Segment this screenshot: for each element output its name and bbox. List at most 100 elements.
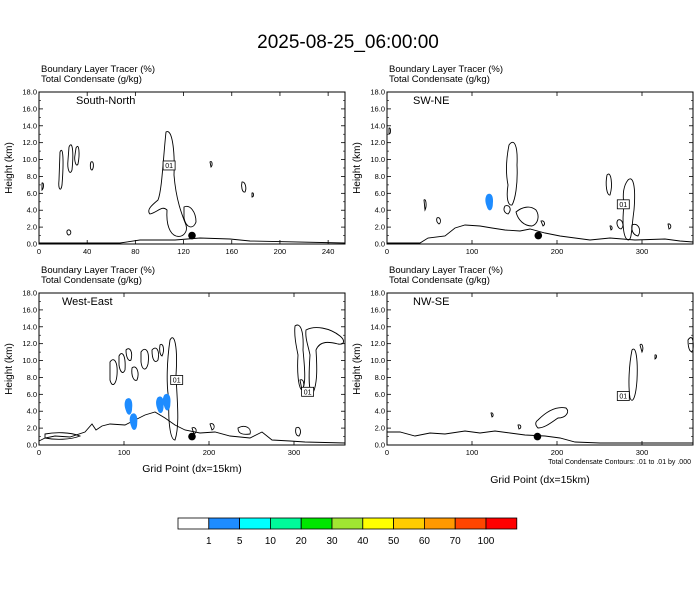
colorbar-swatch xyxy=(239,517,271,530)
colorbar-swatch xyxy=(300,517,333,530)
y-tick-label: 4.0 xyxy=(27,407,37,416)
y-tick-label: 16.0 xyxy=(370,104,385,113)
y-tick-label: 2.0 xyxy=(27,424,37,433)
condensate-contour xyxy=(628,348,638,401)
y-tick-label: 0.0 xyxy=(375,240,385,249)
contour-label-text: 01 xyxy=(165,163,173,170)
y-tick-label: 0.0 xyxy=(375,441,385,450)
x-tick-label: 100 xyxy=(466,247,479,256)
x-tick-label: 240 xyxy=(322,247,335,256)
contour-label: 01 xyxy=(162,160,176,171)
y-tick-label: 10.0 xyxy=(22,155,37,164)
condensate-contour xyxy=(251,192,254,198)
colorbar-swatch xyxy=(423,517,456,530)
x-tick-label: 300 xyxy=(636,448,649,457)
tracer-blob xyxy=(124,398,133,415)
x-tick-label: 100 xyxy=(118,448,131,457)
contour-lines xyxy=(387,337,694,444)
plot-frame xyxy=(386,292,694,446)
contour-label-text: 01 xyxy=(173,377,181,384)
condensate-contour xyxy=(687,337,694,352)
condensate-contour xyxy=(166,337,179,441)
condensate-contour xyxy=(183,205,197,228)
x-tick-label: 0 xyxy=(37,247,41,256)
condensate-contour xyxy=(631,223,641,237)
panel-header-tracer: Boundary Layer Tracer (%) xyxy=(389,64,503,75)
condensate-contour xyxy=(515,206,539,227)
colorbar-label: 1 xyxy=(206,536,212,547)
panel-label: West-East xyxy=(62,296,113,308)
contour-lines xyxy=(387,127,694,244)
y-tick-label: 6.0 xyxy=(375,390,385,399)
contour-label-box xyxy=(616,199,630,210)
condensate-contour xyxy=(125,348,133,361)
panel-label: South-North xyxy=(76,95,135,107)
y-tick-label: 8.0 xyxy=(375,172,385,181)
figure-title: 2025-08-25_06:00:00 xyxy=(257,32,439,53)
condensate-contour xyxy=(388,127,391,135)
y-tick-label: 2.0 xyxy=(375,223,385,232)
axes: 0.0 2.0 4.0 6.0 8.0 10.0 12.0 14.0 16.0 18.0 0 100 2… xyxy=(370,289,694,457)
condensate-contour xyxy=(148,131,187,237)
y-tick-label: 6.0 xyxy=(27,390,37,399)
colorbar-label: 50 xyxy=(388,536,400,547)
condensate-contour xyxy=(639,343,644,354)
location-marker xyxy=(533,432,542,441)
y-tick-label: 14.0 xyxy=(22,322,37,331)
x-tick-label: 40 xyxy=(83,247,91,256)
tracer-blob xyxy=(485,193,494,211)
panel-label: SW-NE xyxy=(413,95,449,107)
colorbar-label: 30 xyxy=(326,536,338,547)
contour-label-text: 01 xyxy=(304,389,312,396)
condensate-contour xyxy=(540,220,545,227)
condensate-contour xyxy=(295,426,301,437)
x-tick-label: 200 xyxy=(551,247,564,256)
y-tick-label: 18.0 xyxy=(370,289,385,298)
colorbar-label: 5 xyxy=(237,536,243,547)
condensate-contour xyxy=(140,348,149,370)
condensate-contour xyxy=(436,217,441,225)
y-axis-label: Height (km) xyxy=(4,343,15,395)
location-marker xyxy=(534,231,543,240)
y-tick-label: 12.0 xyxy=(370,138,385,147)
axes: 0.0 2.0 4.0 6.0 8.0 10.0 12.0 14.0 16.0 18.0 0 100 2… xyxy=(22,289,346,457)
colorbar-label: 20 xyxy=(296,536,308,547)
contour-label: 01 01 xyxy=(170,375,315,397)
colorbar-swatch xyxy=(208,517,241,530)
condensate-contour xyxy=(131,366,139,381)
x-axis-label: Grid Point (dx=15km) xyxy=(142,463,242,475)
condensate-contour xyxy=(151,347,159,362)
x-tick-label: 300 xyxy=(636,247,649,256)
y-tick-label: 6.0 xyxy=(27,189,37,198)
location-dot xyxy=(188,432,196,441)
condensate-contour xyxy=(241,181,247,193)
y-tick-label: 18.0 xyxy=(22,88,37,97)
contour-label-text: 01 xyxy=(619,394,627,401)
plot-frame xyxy=(386,91,694,245)
x-tick-label: 200 xyxy=(551,448,564,457)
colorbar-swatch xyxy=(331,517,364,530)
contour-label-box xyxy=(170,375,184,385)
y-tick-label: 0.0 xyxy=(27,240,37,249)
y-tick-label: 4.0 xyxy=(375,407,385,416)
colorbar-swatch xyxy=(485,517,518,530)
x-tick-label: 300 xyxy=(288,448,301,457)
condensate-contour xyxy=(506,141,518,206)
y-tick-label: 18.0 xyxy=(22,289,37,298)
x-tick-label: 120 xyxy=(177,247,190,256)
contour-label-box xyxy=(301,386,315,397)
colorbar-swatch xyxy=(362,517,394,530)
y-axis-label: Height (km) xyxy=(352,343,363,395)
condensate-contour xyxy=(74,146,80,166)
colorbar-label: 60 xyxy=(419,536,431,547)
boundary-layer-top xyxy=(39,237,346,244)
condensate-contour xyxy=(89,161,94,171)
boundary-layer-top xyxy=(38,411,346,444)
panel-header-condensate: Total Condensate (g/kg) xyxy=(41,74,142,85)
contour-lines xyxy=(38,324,346,444)
location-dot xyxy=(188,231,196,240)
condensate-contour xyxy=(109,359,118,386)
colorbar-swatch xyxy=(393,517,425,530)
panel-header-tracer: Boundary Layer Tracer (%) xyxy=(389,265,503,276)
